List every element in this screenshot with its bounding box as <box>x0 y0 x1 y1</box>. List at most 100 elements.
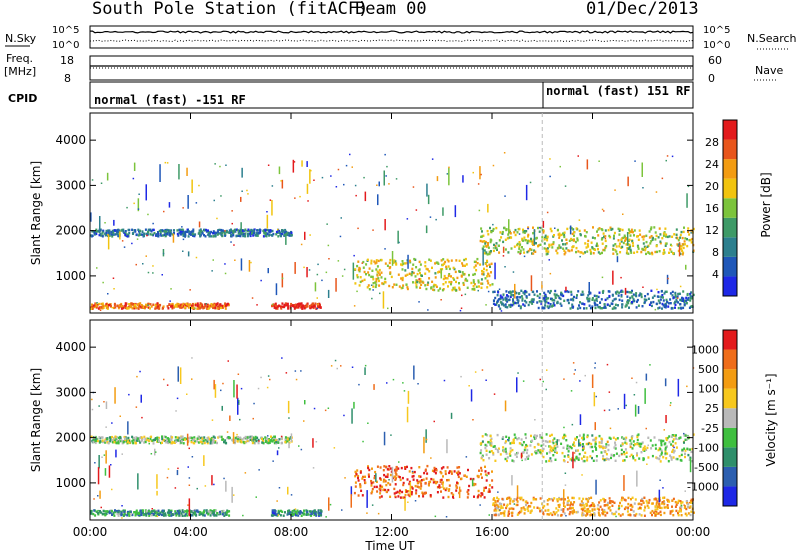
echo-cell <box>623 459 626 462</box>
echo-cell <box>492 451 495 455</box>
echo-cell <box>375 277 378 281</box>
echo-cell <box>147 512 150 515</box>
echo-cell <box>237 436 239 439</box>
echo-cell <box>656 457 659 460</box>
echo-cell <box>689 448 691 451</box>
echo-cell <box>589 291 592 294</box>
echo-cell <box>595 244 598 247</box>
echo-cell <box>663 511 666 515</box>
echo-cell <box>664 446 667 449</box>
echo-point <box>675 237 677 239</box>
echo-streak <box>328 497 330 511</box>
echo-cell <box>124 230 127 233</box>
echo-point <box>601 276 604 279</box>
echo-cell <box>690 460 693 463</box>
echo-cell <box>503 503 506 506</box>
echo-cell <box>164 514 167 517</box>
echo-cell <box>642 238 645 241</box>
echo-cell <box>659 448 662 451</box>
echo-point <box>100 182 103 184</box>
echo-point <box>412 186 415 188</box>
echo-cell <box>384 488 387 492</box>
echo-cell <box>276 439 279 442</box>
echo-streak <box>406 406 409 423</box>
echo-point <box>418 301 420 303</box>
echo-cell <box>556 500 559 503</box>
echo-cell <box>425 477 428 480</box>
echo-cell <box>494 501 497 504</box>
echo-cell <box>302 305 305 308</box>
echo-cell <box>139 509 142 512</box>
echo-cell <box>275 233 278 236</box>
echo-cell <box>644 447 646 451</box>
echo-cell <box>684 512 687 515</box>
echo-cell <box>271 440 274 443</box>
echo-cell <box>281 230 284 233</box>
echo-cell <box>620 504 623 508</box>
echo-cell <box>270 514 273 517</box>
echo-point <box>690 232 692 234</box>
echo-cell <box>386 473 389 476</box>
echo-cell <box>640 499 642 502</box>
echo-cell <box>189 303 192 306</box>
echo-cell <box>401 286 404 289</box>
echo-cell <box>247 233 250 236</box>
echo-cell <box>374 285 377 289</box>
echo-cell <box>172 306 175 309</box>
echo-cell <box>509 230 511 234</box>
echo-cell <box>154 437 157 440</box>
echo-point <box>595 395 597 398</box>
echo-cell <box>359 280 362 284</box>
echo-point <box>111 306 113 309</box>
echo-point <box>327 244 330 247</box>
echo-point <box>271 303 274 306</box>
echo-cell <box>182 234 185 238</box>
echo-cell <box>491 479 494 482</box>
echo-cell <box>218 435 221 438</box>
echo-point <box>224 263 226 265</box>
echo-point <box>598 160 600 162</box>
echo-cell <box>620 295 623 298</box>
echo-streak <box>504 400 507 412</box>
echo-cell <box>179 304 182 308</box>
echo-point <box>363 176 365 179</box>
echo-cell <box>513 231 516 234</box>
echo-cell <box>643 496 646 499</box>
echo-cell <box>176 302 179 306</box>
echo-cell <box>305 509 308 512</box>
echo-cell <box>397 495 400 498</box>
echo-cell <box>574 240 577 244</box>
echo-cell <box>586 250 589 253</box>
echo-cell <box>149 511 152 514</box>
echo-cell <box>261 441 264 444</box>
echo-cell <box>505 506 508 510</box>
echo-cell <box>504 248 507 251</box>
echo-point <box>224 272 227 275</box>
echo-streak <box>446 439 448 454</box>
echo-cell <box>507 295 510 298</box>
echo-cell <box>459 270 462 273</box>
echo-point <box>335 186 338 188</box>
echo-cell <box>159 231 162 234</box>
echo-cell <box>419 271 421 275</box>
echo-point <box>132 177 135 180</box>
echo-cell <box>370 492 373 495</box>
echo-cell <box>548 291 551 295</box>
echo-cell <box>90 234 93 237</box>
echo-cell <box>638 502 641 505</box>
echo-cell <box>521 297 524 300</box>
echo-cell <box>547 290 550 293</box>
echo-point <box>207 303 209 305</box>
power-ylabel: Slant Range [km] <box>29 161 43 265</box>
echo-cell <box>676 295 679 298</box>
echo-cell <box>417 269 420 272</box>
echo-cell <box>621 513 624 516</box>
echo-cell <box>545 247 548 251</box>
echo-cell <box>209 514 212 517</box>
echo-streak <box>427 194 430 205</box>
echo-cell <box>650 301 652 304</box>
echo-cell <box>600 439 603 443</box>
echo-cell <box>207 307 210 310</box>
echo-cell <box>509 295 512 298</box>
echo-point <box>493 393 496 395</box>
